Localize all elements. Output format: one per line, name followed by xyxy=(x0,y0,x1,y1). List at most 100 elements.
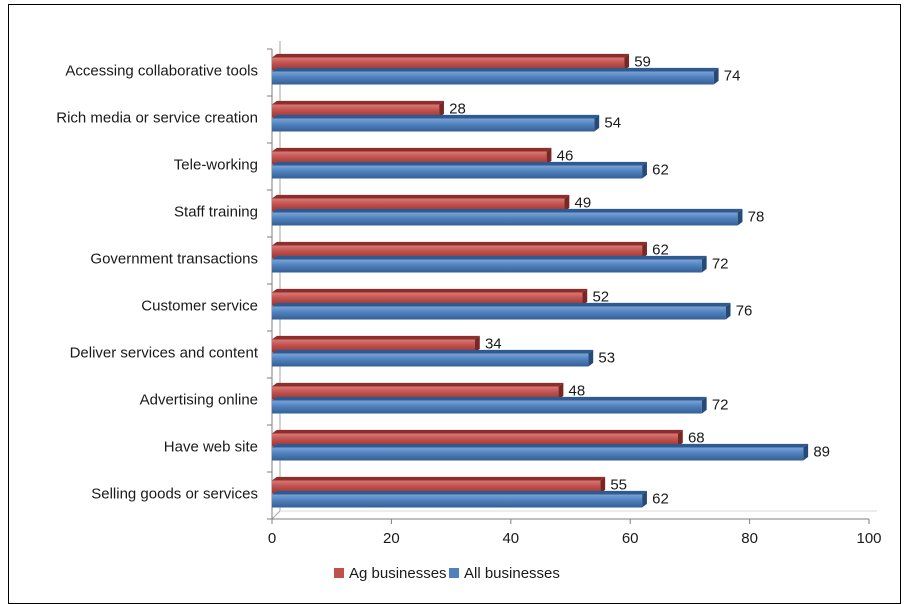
data-label-ag: 55 xyxy=(610,476,627,493)
bar-ag-end xyxy=(642,241,647,259)
bar-all-end xyxy=(737,208,743,226)
category-label: Selling goods or services xyxy=(91,485,258,502)
data-label-all: 53 xyxy=(598,349,615,366)
bar-ag-top xyxy=(272,194,570,199)
bar-all-top xyxy=(272,443,809,448)
data-label-ag: 34 xyxy=(485,335,502,352)
data-label-all: 74 xyxy=(724,67,741,84)
bar-all-front xyxy=(272,447,804,461)
category-label: Rich media or service creation xyxy=(56,109,258,126)
bar-ag-top xyxy=(272,53,630,58)
category-label: Customer service xyxy=(141,297,258,314)
category-label: Government transactions xyxy=(90,250,258,267)
data-label-all: 89 xyxy=(813,443,830,460)
bar-ag-top xyxy=(272,100,444,105)
bar-all-end xyxy=(642,161,647,179)
bar-ag xyxy=(272,53,630,71)
bar-all-front xyxy=(272,118,595,132)
bar-all-end xyxy=(594,114,600,132)
data-label-ag: 49 xyxy=(575,194,592,211)
bar-all-top xyxy=(272,208,743,213)
legend-swatch-all xyxy=(449,568,459,578)
bar-ag-front xyxy=(272,433,678,447)
bar-all-end xyxy=(701,396,707,414)
data-label-ag: 62 xyxy=(652,241,669,258)
bar-ag xyxy=(272,241,647,259)
bar-ag-end xyxy=(474,335,480,353)
x-tick-label: 20 xyxy=(383,530,400,547)
bar-ag-front xyxy=(272,151,547,165)
data-label-all: 76 xyxy=(736,302,753,319)
bar-ag-front xyxy=(272,104,440,118)
bar-ag xyxy=(272,288,588,306)
bar-all xyxy=(272,114,600,132)
data-label-all: 62 xyxy=(652,161,669,178)
data-label-all: 62 xyxy=(652,490,669,507)
data-label-all: 78 xyxy=(748,208,765,225)
bar-ag-front xyxy=(272,292,583,306)
bar-ag xyxy=(272,429,683,447)
bar-ag xyxy=(272,335,480,353)
bar-all-top xyxy=(272,67,719,72)
data-label-ag: 59 xyxy=(634,53,651,70)
bar-all-top xyxy=(272,302,731,307)
bar-all-end xyxy=(588,349,594,367)
bar-ag-top xyxy=(272,476,606,481)
bar-all-top xyxy=(272,349,594,354)
data-label-ag: 46 xyxy=(557,147,574,164)
category-label: Deliver services and content xyxy=(70,344,259,361)
bar-all xyxy=(272,255,707,273)
data-label-ag: 52 xyxy=(592,288,609,305)
bar-ag-front xyxy=(272,198,565,212)
x-tick-label: 60 xyxy=(622,530,639,547)
data-label-all: 54 xyxy=(604,114,621,131)
bar-all-end xyxy=(803,443,809,461)
bar-all-end xyxy=(725,302,731,320)
category-label: Have web site xyxy=(164,438,258,455)
data-label-all: 72 xyxy=(712,255,729,272)
bar-all-front xyxy=(272,259,702,273)
bar-all xyxy=(272,396,707,414)
bar-ag-top xyxy=(272,335,480,340)
bar-ag-top xyxy=(272,241,647,246)
bar-all-top xyxy=(272,490,647,495)
bar-ag-end xyxy=(558,382,564,400)
bar-ag-top xyxy=(272,429,683,434)
data-label-ag: 48 xyxy=(569,382,586,399)
bar-all-front xyxy=(272,494,643,508)
bar-ag-front xyxy=(272,386,559,400)
data-label-ag: 28 xyxy=(449,100,466,117)
bar-all-front xyxy=(272,400,702,414)
bar-ag xyxy=(272,382,564,400)
bar-ag-top xyxy=(272,147,552,152)
x-tick-label: 100 xyxy=(856,530,881,547)
data-label-ag: 68 xyxy=(688,429,705,446)
bar-all-top xyxy=(272,161,647,166)
bar-all-front xyxy=(272,212,738,226)
category-label: Accessing collaborative tools xyxy=(65,62,258,79)
bar-all-front xyxy=(272,71,714,85)
bar-ag-end xyxy=(677,429,683,447)
bar-ag-end xyxy=(624,53,630,71)
bar-all-top xyxy=(272,114,600,119)
bar-all xyxy=(272,490,647,508)
bar-all xyxy=(272,302,731,320)
bar-ag xyxy=(272,147,552,165)
category-label: Staff training xyxy=(174,203,258,220)
bar-all-end xyxy=(713,67,719,85)
bar-all-front xyxy=(272,353,589,367)
bar-all-end xyxy=(642,490,647,508)
bar-all xyxy=(272,161,647,179)
category-label: Tele-working xyxy=(174,156,258,173)
bar-ag-front xyxy=(272,339,475,353)
data-label-all: 72 xyxy=(712,396,729,413)
bar-ag-top xyxy=(272,382,564,387)
bar-all-end xyxy=(701,255,707,273)
bar-ag-end xyxy=(439,100,444,118)
bar-ag-end xyxy=(582,288,588,306)
legend-label-ag: Ag businesses xyxy=(349,565,447,582)
chart-frame: 0 20 40 60 80 100 Accessing collaborative too… xyxy=(8,4,901,604)
bar-all-top xyxy=(272,255,707,260)
bar-ag-end xyxy=(600,476,606,494)
x-tick-label: 40 xyxy=(502,530,519,547)
